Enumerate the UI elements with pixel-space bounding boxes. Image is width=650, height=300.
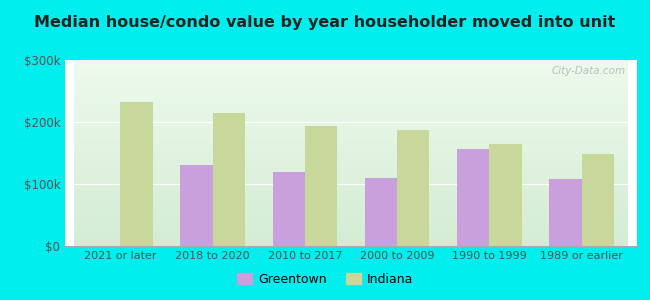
Bar: [489, 144, 522, 246]
Bar: [305, 126, 337, 246]
Bar: [272, 172, 305, 246]
Text: City-Data.com: City-Data.com: [551, 66, 625, 76]
Legend: Greentown, Indiana: Greentown, Indiana: [232, 268, 418, 291]
Text: Median house/condo value by year householder moved into unit: Median house/condo value by year househo…: [34, 15, 616, 30]
Bar: [397, 130, 430, 246]
Bar: [213, 113, 245, 246]
Bar: [120, 102, 153, 246]
Bar: [582, 154, 614, 246]
Bar: [180, 165, 213, 246]
Bar: [549, 179, 582, 246]
Bar: [457, 149, 489, 246]
Bar: [365, 178, 397, 246]
